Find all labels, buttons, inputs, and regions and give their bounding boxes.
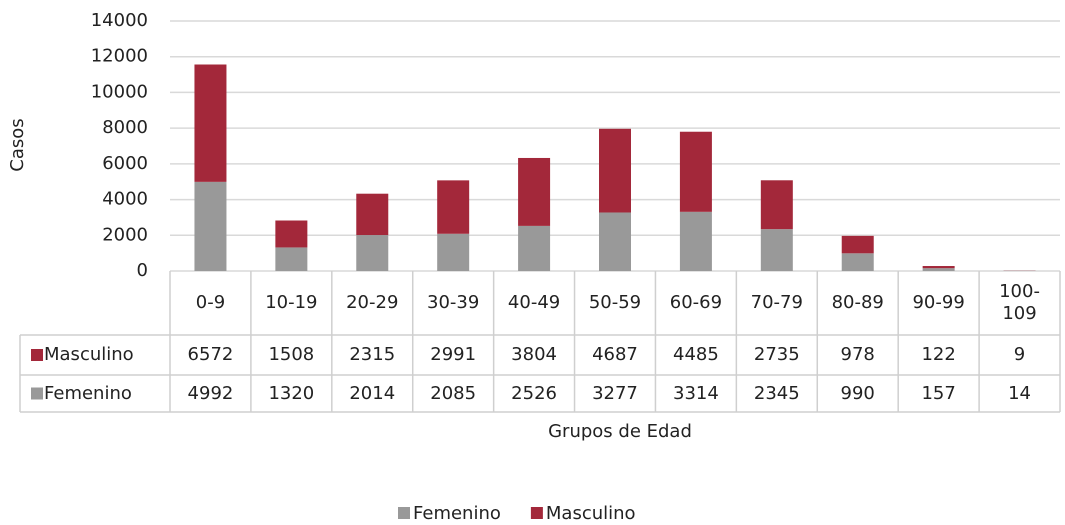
table-value: 6572 bbox=[187, 344, 234, 365]
table-value: 2991 bbox=[430, 344, 477, 365]
bar-segment bbox=[518, 225, 551, 271]
bar-segment bbox=[437, 180, 470, 234]
table-value: 2735 bbox=[753, 344, 800, 365]
table-value: 14 bbox=[1008, 382, 1031, 404]
y-tick-label: 8000 bbox=[102, 117, 148, 138]
table-legend-swatch bbox=[31, 349, 43, 361]
bar-segment bbox=[356, 193, 389, 236]
x-tick-label: 10-19 bbox=[265, 292, 318, 313]
y-axis-label: Casos bbox=[7, 118, 28, 171]
x-tick-label: 90-99 bbox=[912, 292, 965, 313]
bar-segment bbox=[356, 235, 389, 271]
y-tick-label: 14000 bbox=[91, 10, 148, 31]
y-tick-label: 12000 bbox=[91, 46, 148, 67]
table-row-label: Masculino bbox=[44, 344, 134, 365]
table-row-label: Femenino bbox=[44, 382, 132, 404]
table-value: 2085 bbox=[430, 382, 477, 404]
bar-segment bbox=[599, 212, 631, 271]
table-value: 2315 bbox=[349, 344, 396, 365]
bar-segment bbox=[679, 211, 712, 271]
table-value: 4992 bbox=[187, 382, 234, 404]
table-value: 157 bbox=[921, 382, 956, 404]
bar-segment bbox=[760, 180, 793, 230]
bar-segment bbox=[194, 181, 227, 271]
table-value: 990 bbox=[840, 382, 875, 404]
bar-segment bbox=[760, 229, 793, 271]
legend-label: Femenino bbox=[413, 503, 501, 524]
bar-segment bbox=[922, 268, 955, 271]
x-axis-label: Grupos de Edad bbox=[548, 421, 692, 442]
bar-segment bbox=[275, 247, 308, 271]
x-tick-label: 60-69 bbox=[669, 292, 723, 313]
table-value: 4687 bbox=[592, 344, 638, 365]
x-tick-label: 100-109 bbox=[999, 281, 1040, 324]
bar-segment bbox=[275, 220, 308, 248]
table-value: 1320 bbox=[268, 382, 315, 404]
legend-swatch bbox=[398, 507, 410, 519]
bar-segment bbox=[194, 64, 227, 182]
x-tick-label: 30-39 bbox=[427, 292, 480, 313]
table-value: 1508 bbox=[268, 344, 315, 365]
y-tick-label: 2000 bbox=[102, 224, 148, 245]
table-value: 2526 bbox=[511, 382, 557, 404]
table-value: 122 bbox=[921, 344, 956, 365]
bar-segment bbox=[437, 233, 470, 271]
table-value: 3277 bbox=[592, 382, 638, 404]
bar-segment bbox=[922, 266, 955, 269]
bar-segment bbox=[679, 131, 712, 212]
y-tick-label: 10000 bbox=[91, 81, 148, 102]
x-tick-label: 20-29 bbox=[346, 292, 399, 313]
y-tick-label: 0 bbox=[137, 260, 148, 281]
table-value: 2345 bbox=[753, 382, 800, 404]
table-value: 3314 bbox=[673, 382, 719, 404]
table-value: 3804 bbox=[511, 344, 557, 365]
table-value: 978 bbox=[840, 344, 875, 365]
y-tick-label: 6000 bbox=[102, 153, 148, 174]
y-tick-label: 4000 bbox=[102, 189, 148, 210]
x-tick-label: 40-49 bbox=[507, 292, 561, 313]
table-value: 4485 bbox=[673, 344, 719, 365]
legend-label: Masculino bbox=[546, 503, 636, 524]
legend-swatch bbox=[530, 507, 543, 519]
table-legend-swatch bbox=[31, 387, 43, 400]
bar-segment bbox=[841, 253, 874, 271]
table-value: 2014 bbox=[349, 382, 396, 404]
x-tick-label: 70-79 bbox=[750, 292, 803, 313]
table-value: 9 bbox=[1013, 344, 1026, 365]
x-tick-label: 0-9 bbox=[195, 292, 226, 313]
bar-segment bbox=[599, 128, 631, 213]
bar-segment bbox=[518, 157, 551, 226]
x-tick-label: 80-89 bbox=[831, 292, 884, 313]
bar-segment bbox=[841, 235, 874, 254]
x-tick-label: 50-59 bbox=[588, 292, 642, 313]
